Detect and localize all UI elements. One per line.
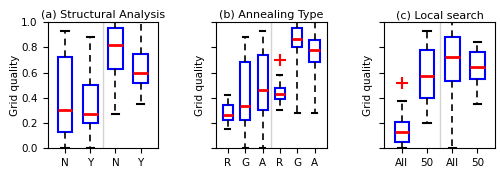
PathPatch shape [134, 54, 148, 83]
PathPatch shape [223, 105, 233, 120]
PathPatch shape [420, 50, 434, 98]
PathPatch shape [58, 57, 72, 132]
PathPatch shape [108, 28, 123, 69]
PathPatch shape [83, 85, 98, 123]
Title: (a) Structural Analysis: (a) Structural Analysis [41, 10, 165, 20]
PathPatch shape [275, 88, 285, 99]
PathPatch shape [445, 37, 460, 81]
Y-axis label: Grid quality: Grid quality [10, 54, 20, 116]
PathPatch shape [394, 122, 409, 142]
Y-axis label: Grid quality: Grid quality [363, 54, 373, 116]
Title: (b) Annealing Type: (b) Annealing Type [219, 10, 324, 20]
PathPatch shape [470, 52, 484, 79]
Title: (c) Local search: (c) Local search [396, 10, 484, 20]
Y-axis label: Grid quality: Grid quality [195, 54, 205, 116]
PathPatch shape [240, 63, 250, 120]
PathPatch shape [258, 55, 268, 110]
PathPatch shape [292, 28, 302, 47]
PathPatch shape [310, 40, 320, 63]
